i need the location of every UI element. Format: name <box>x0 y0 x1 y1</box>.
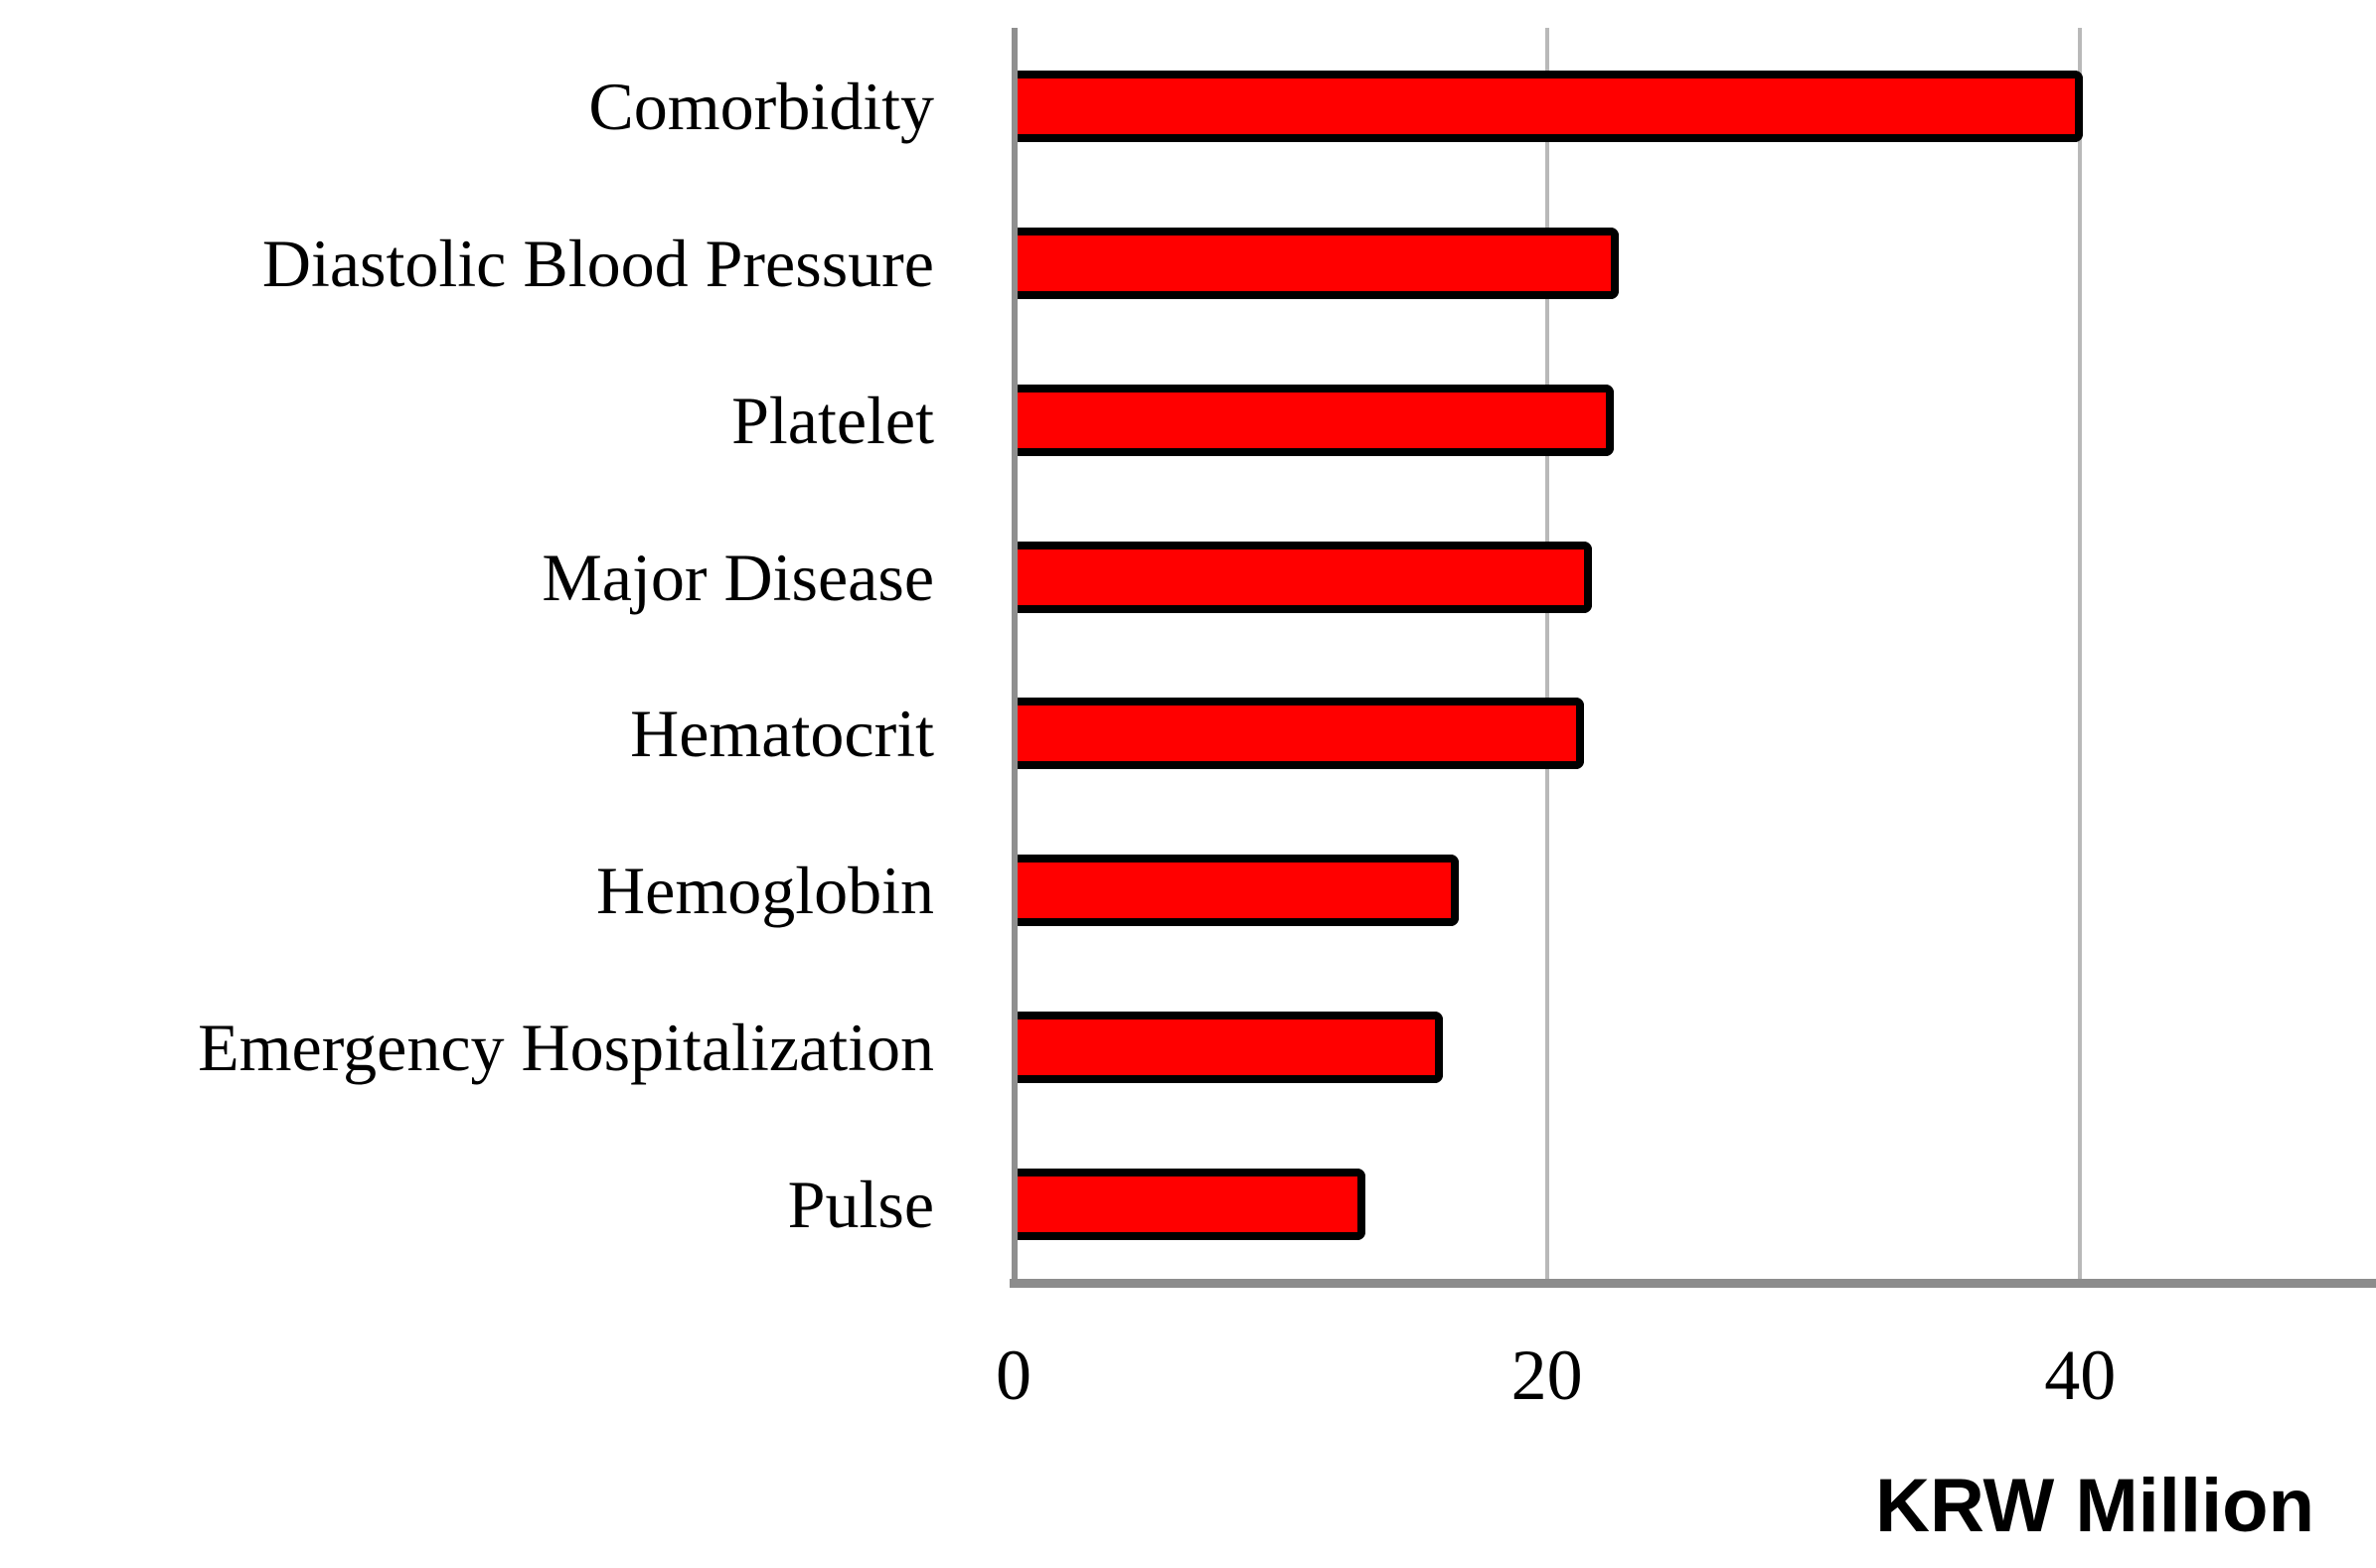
category-label-row: Platelet <box>0 342 934 499</box>
bar-comorbidity <box>1014 70 2083 142</box>
gridline-20 <box>1544 28 1549 1283</box>
category-label: Platelet <box>731 382 934 458</box>
category-label-row: Hematocrit <box>0 656 934 813</box>
bar-diastolic-blood-pressure <box>1014 227 1620 299</box>
bar-row <box>1014 812 2376 969</box>
category-axis-labels: Comorbidity Diastolic Blood Pressure Plate… <box>0 28 934 1283</box>
bars-container <box>1014 28 2376 1283</box>
category-label: Diastolic Blood Pressure <box>261 225 934 301</box>
bar-row <box>1014 969 2376 1126</box>
bar-row <box>1014 499 2376 656</box>
bar-hemoglobin <box>1014 855 1460 927</box>
x-axis-line <box>1010 1279 2376 1288</box>
bar-hematocrit <box>1014 698 1585 770</box>
category-label: Hematocrit <box>630 696 934 772</box>
x-axis-title: KRW Million <box>1875 1464 2314 1548</box>
category-label-row: Comorbidity <box>0 28 934 185</box>
category-label: Emergency Hospitalization <box>198 1010 934 1086</box>
bar-row <box>1014 1126 2376 1283</box>
plot-area <box>1014 28 2376 1283</box>
category-label: Comorbidity <box>588 68 934 144</box>
category-label-row: Hemoglobin <box>0 812 934 969</box>
bar-row <box>1014 656 2376 813</box>
bar-platelet <box>1014 384 1614 456</box>
bar-pulse <box>1014 1169 1366 1241</box>
category-label-row: Major Disease <box>0 499 934 656</box>
bar-row <box>1014 28 2376 185</box>
category-label-row: Pulse <box>0 1126 934 1283</box>
category-label: Pulse <box>787 1167 934 1243</box>
category-label: Major Disease <box>542 539 934 615</box>
bar-emergency-hospitalization <box>1014 1012 1443 1084</box>
category-label-row: Diastolic Blood Pressure <box>0 185 934 342</box>
x-tick-label-40: 40 <box>2044 1335 2117 1415</box>
x-tick-label-20: 20 <box>1510 1335 1583 1415</box>
y-axis-line <box>1012 28 1018 1283</box>
category-label: Hemoglobin <box>596 853 934 929</box>
bar-row <box>1014 185 2376 342</box>
bar-major-disease <box>1014 541 1593 613</box>
x-tick-label-0: 0 <box>996 1335 1031 1415</box>
bar-row <box>1014 342 2376 499</box>
category-label-row: Emergency Hospitalization <box>0 969 934 1126</box>
gridline-40 <box>2078 28 2083 1283</box>
